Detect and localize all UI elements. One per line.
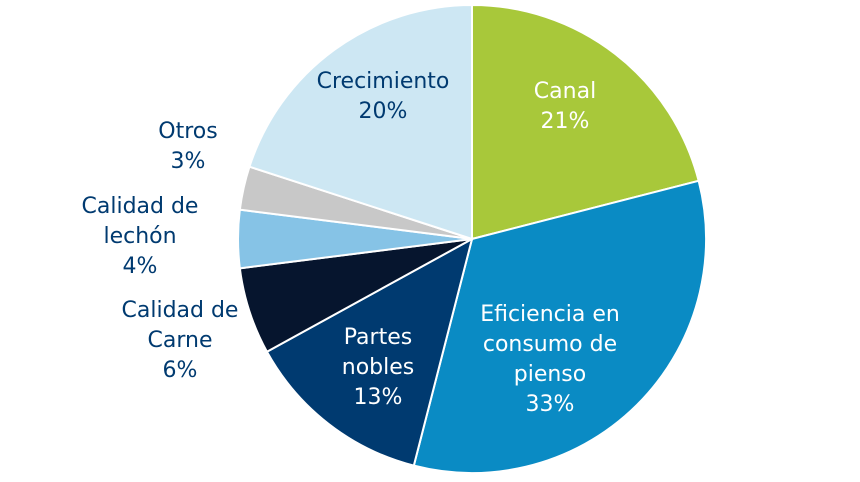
slice-label: Calidad de lechón 4% bbox=[82, 194, 199, 279]
slice-label: Canal 21% bbox=[534, 79, 596, 134]
pie-slice bbox=[265, 237, 474, 467]
slice-label-line: nobles bbox=[342, 355, 414, 380]
slice-label-line: 13% bbox=[354, 385, 403, 410]
slice-label: Otros 3% bbox=[158, 119, 217, 174]
slice-label: Eficiencia en consumo de pienso 33% bbox=[480, 302, 620, 417]
slice-label-line: pienso bbox=[514, 362, 586, 387]
slice-label-line: Calidad de bbox=[122, 298, 239, 323]
slice-label-line: Carne bbox=[148, 328, 213, 353]
slice-label-line: consumo de bbox=[483, 332, 617, 357]
slice-label: Calidad de Carne 6% bbox=[122, 298, 239, 383]
pie-slice bbox=[412, 179, 707, 474]
slice-label-line: Crecimiento bbox=[317, 69, 450, 94]
pie-slice bbox=[248, 3, 473, 241]
slice-label-line: lechón bbox=[103, 224, 176, 249]
slice-label-line: Partes bbox=[344, 325, 412, 350]
slice-label-line: 6% bbox=[163, 358, 198, 383]
slice-label-line: Calidad de bbox=[82, 194, 199, 219]
slice-label-line: 21% bbox=[541, 109, 590, 134]
slice-label: Crecimiento 20% bbox=[317, 69, 450, 124]
pie-slice bbox=[471, 3, 700, 241]
slice-label-line: 33% bbox=[526, 392, 575, 417]
slice-label-line: Eficiencia en bbox=[480, 302, 620, 327]
slice-label-line: Otros bbox=[158, 119, 217, 144]
slice-label: Partes nobles 13% bbox=[342, 325, 414, 410]
slice-label-line: 4% bbox=[123, 254, 158, 279]
slice-label-line: 3% bbox=[171, 149, 206, 174]
slice-label-line: 20% bbox=[359, 99, 408, 124]
slice-label-line: Canal bbox=[534, 79, 596, 104]
